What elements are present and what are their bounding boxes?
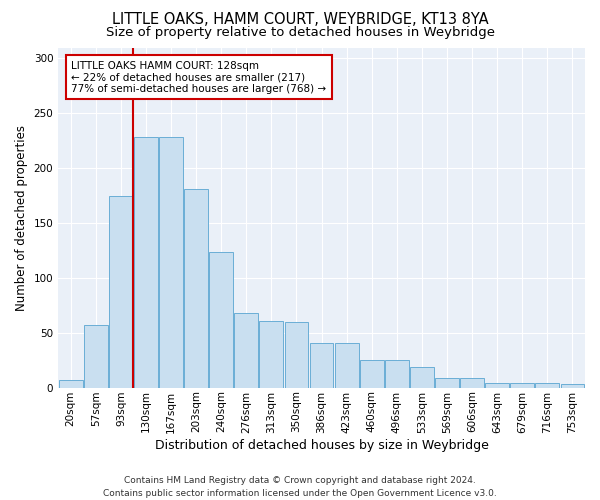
Bar (184, 189, 208, 388)
Bar (134, 138, 158, 388)
Text: LITTLE OAKS, HAMM COURT, WEYBRIDGE, KT13 8YA: LITTLE OAKS, HAMM COURT, WEYBRIDGE, KT13… (112, 12, 488, 28)
Bar (310, 342, 334, 388)
Bar (335, 342, 359, 388)
Bar (109, 196, 133, 388)
Bar (435, 378, 459, 388)
Bar (511, 384, 534, 388)
Bar (560, 384, 584, 388)
Bar (460, 378, 484, 388)
Bar (360, 360, 383, 388)
Bar (159, 138, 183, 388)
Bar (535, 384, 559, 388)
Bar (259, 320, 283, 388)
Text: LITTLE OAKS HAMM COURT: 128sqm
← 22% of detached houses are smaller (217)
77% of: LITTLE OAKS HAMM COURT: 128sqm ← 22% of … (71, 60, 326, 94)
Bar (410, 367, 434, 388)
Y-axis label: Number of detached properties: Number of detached properties (15, 124, 28, 310)
Bar (385, 360, 409, 388)
Bar (59, 380, 83, 388)
Text: Size of property relative to detached houses in Weybridge: Size of property relative to detached ho… (106, 26, 494, 39)
Bar (485, 384, 509, 388)
Text: Contains HM Land Registry data © Crown copyright and database right 2024.
Contai: Contains HM Land Registry data © Crown c… (103, 476, 497, 498)
Bar (235, 313, 258, 388)
X-axis label: Distribution of detached houses by size in Weybridge: Distribution of detached houses by size … (155, 440, 488, 452)
Bar (84, 325, 108, 388)
Bar (284, 322, 308, 388)
Bar (209, 252, 233, 388)
